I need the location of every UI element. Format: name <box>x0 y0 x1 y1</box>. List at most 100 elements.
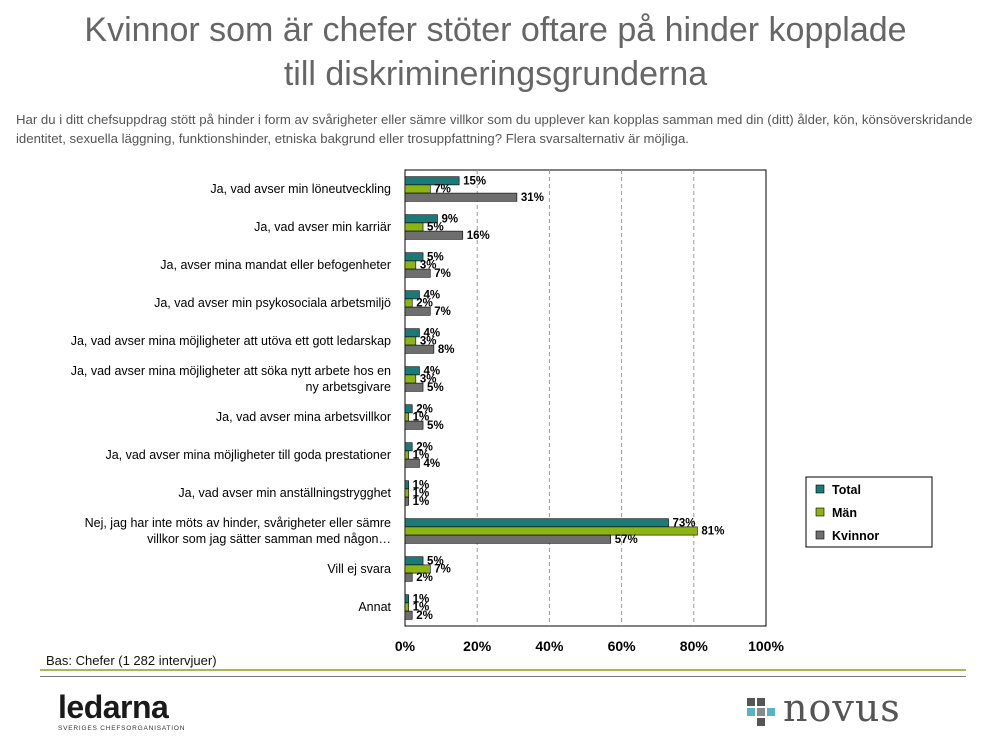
bar-kvinnor <box>404 306 431 316</box>
data-label: 57% <box>615 534 638 546</box>
data-label: 7% <box>434 564 451 576</box>
bar-män <box>404 488 409 498</box>
x-tick-label: 20% <box>463 638 492 654</box>
category-label: Nej, jag har inte möts av hinder, svårig… <box>85 516 391 546</box>
footer-divider-gray <box>40 676 966 677</box>
ledarna-logo-word: ledarna <box>58 689 169 725</box>
data-label: 3% <box>420 260 437 272</box>
bar-total <box>404 328 420 338</box>
bar-män <box>404 526 698 536</box>
novus-logo-square <box>747 708 755 716</box>
category-label: Ja, vad avser min karriär <box>254 220 391 234</box>
legend-label: Total <box>832 483 861 497</box>
data-label: 4% <box>423 365 440 377</box>
data-label: 16% <box>467 230 490 242</box>
data-label: 2% <box>416 610 433 622</box>
data-label: 1% <box>413 496 430 508</box>
x-tick-label: 0% <box>395 638 416 654</box>
bar-kvinnor <box>404 496 409 506</box>
bar-kvinnor <box>404 192 518 202</box>
bar-män <box>404 222 424 232</box>
data-label: 1% <box>413 450 430 462</box>
bar-män <box>404 412 409 422</box>
bar-kvinnor <box>404 420 424 430</box>
category-label-line: Nej, jag har inte möts av hinder, svårig… <box>85 516 391 530</box>
category-label: Ja, vad avser min anställningstrygghet <box>178 486 391 500</box>
x-tick-label: 100% <box>748 638 784 654</box>
sample-base-note: Bas: Chefer (1 282 intervjuer) <box>46 653 217 668</box>
bar-total <box>404 594 409 604</box>
data-label: 31% <box>521 192 544 204</box>
data-label: 5% <box>427 251 444 263</box>
x-tick-label: 40% <box>535 638 564 654</box>
bar-kvinnor <box>404 268 431 278</box>
bar-kvinnor <box>404 344 435 354</box>
bar-män <box>404 184 431 194</box>
bar-kvinnor <box>404 610 413 620</box>
data-label: 7% <box>434 184 451 196</box>
data-label: 2% <box>416 298 433 310</box>
bar-män <box>404 260 417 270</box>
data-label: 1% <box>413 412 430 424</box>
data-label: 1% <box>413 488 430 500</box>
legend-swatch <box>815 484 825 494</box>
bar-total <box>404 518 669 528</box>
bar-total <box>404 556 424 566</box>
data-label: 5% <box>427 420 444 432</box>
bar-män <box>404 450 409 460</box>
data-label: 5% <box>427 222 444 234</box>
category-label-line: Ja, vad avser mina möjligheter till goda… <box>105 448 391 462</box>
legend-box <box>805 476 933 548</box>
data-label: 9% <box>441 213 458 225</box>
bar-kvinnor <box>404 382 424 392</box>
data-label: 4% <box>423 289 440 301</box>
bar-chart: 0% 20% 40% 60% 80% 100% Ja, vad avser min löne… <box>71 169 933 654</box>
category-label: Ja, vad avser min psykosociala arbetsmil… <box>154 296 391 310</box>
data-label: 1% <box>413 602 430 614</box>
bar-män <box>404 374 417 384</box>
category-label-line: Vill ej svara <box>327 562 391 576</box>
novus-logo-square <box>757 698 765 706</box>
chart-title-line-1: Kvinnor som är chefer stöter oftare på h… <box>84 11 907 49</box>
data-label: 7% <box>434 268 451 280</box>
bar-total <box>404 480 409 490</box>
data-label: 2% <box>416 403 433 415</box>
category-label-line: villkor som jag sätter samman med någon… <box>147 532 391 546</box>
data-label: 5% <box>427 555 444 567</box>
data-label: 5% <box>427 382 444 394</box>
survey-question: Har du i ditt chefsuppdrag stött på hind… <box>16 112 973 146</box>
x-tick-label: 60% <box>608 638 637 654</box>
chart-title-line-2: till diskrimineringsgrunderna <box>283 55 708 93</box>
category-label: Ja, vad avser mina möjligheter till goda… <box>105 448 391 462</box>
bar-män <box>404 336 417 346</box>
novus-logo-square <box>767 708 775 716</box>
data-label: 1% <box>413 593 430 605</box>
data-label: 8% <box>438 344 455 356</box>
footer-divider-green <box>40 669 966 671</box>
category-label-line: Ja, vad avser mina möjligheter att söka … <box>71 364 391 378</box>
bar-kvinnor <box>404 230 464 240</box>
category-label: Ja, vad avser mina arbetsvillkor <box>216 410 391 424</box>
bar-total <box>404 176 460 186</box>
category-label-line: Ja, vad avser min karriär <box>254 220 391 234</box>
legend-swatch <box>815 530 825 540</box>
bar-total <box>404 442 413 452</box>
novus-logo-square <box>757 718 765 726</box>
data-label: 3% <box>420 336 437 348</box>
category-label-line: Ja, avser mina mandat eller befogenheter <box>160 258 391 272</box>
data-label: 4% <box>423 458 440 470</box>
chart-title: Kvinnor som är chefer stöter oftare på h… <box>0 8 991 96</box>
bar-män <box>404 298 413 308</box>
category-label: Ja, avser mina mandat eller befogenheter <box>160 258 391 272</box>
category-label-line: Ja, vad avser min anställningstrygghet <box>178 486 391 500</box>
bar-total <box>404 404 413 414</box>
novus-logo: novus <box>745 686 955 730</box>
category-label-line: Annat <box>358 600 391 614</box>
category-label-line: Ja, vad avser min psykosociala arbetsmil… <box>154 296 391 310</box>
legend-label: Män <box>832 506 857 520</box>
bar-kvinnor <box>404 534 612 544</box>
category-label-line: ny arbetsgivare <box>306 380 392 394</box>
data-label: 1% <box>413 479 430 491</box>
data-label: 15% <box>463 175 486 187</box>
category-label-line: Ja, vad avser min löneutveckling <box>210 182 391 196</box>
